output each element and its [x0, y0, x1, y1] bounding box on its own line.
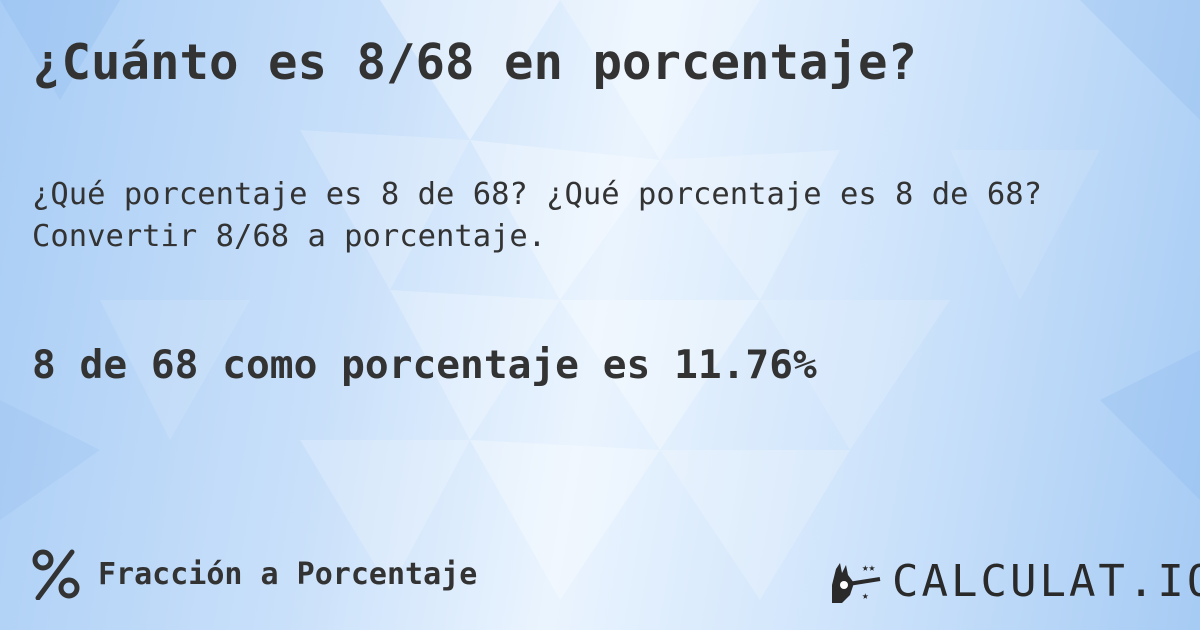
- page-title: ¿Cuánto es 8/68 en porcentaje?: [32, 34, 918, 91]
- logo-text: CALCULAT.IO: [892, 556, 1200, 607]
- category-link[interactable]: Fracción a Porcentaje: [30, 548, 477, 600]
- subtitle-line-2: Convertir 8/68 a porcentaje.: [32, 219, 547, 254]
- svg-text:★: ★: [862, 589, 869, 602]
- subtitle: ¿Qué porcentaje es 8 de 68? ¿Qué porcent…: [32, 174, 1042, 258]
- logo[interactable]: ★★ ★ CALCULAT.IO: [828, 556, 1200, 607]
- result-text: 8 de 68 como porcentaje es 11.76%: [32, 342, 817, 388]
- category-label: Fracción a Porcentaje: [98, 556, 478, 592]
- subtitle-line-1: ¿Qué porcentaje es 8 de 68? ¿Qué porcent…: [32, 177, 1042, 212]
- svg-text:★★: ★★: [862, 561, 876, 574]
- magic-wand-hand-icon: ★★ ★: [832, 561, 881, 603]
- percent-icon: [32, 549, 80, 600]
